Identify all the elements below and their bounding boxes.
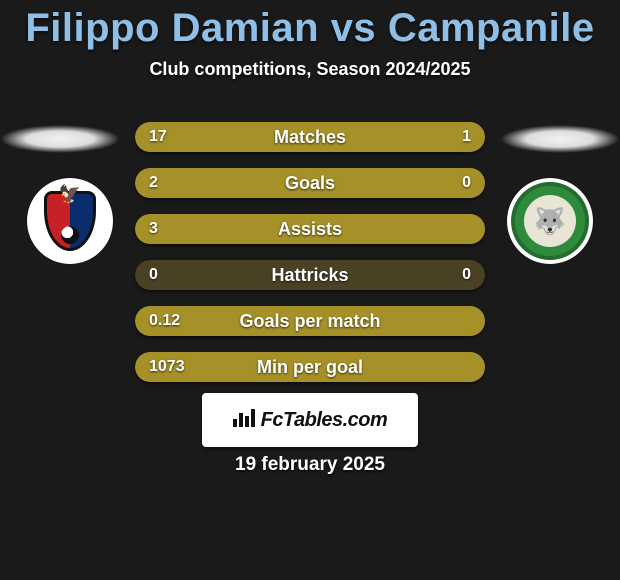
inner-circle: 🐺 [524, 195, 576, 247]
stats-container: 17Matches12Goals03Assists0Hattricks00.12… [135, 122, 485, 398]
stat-label: Assists [195, 219, 425, 240]
branding-badge: FcTables.com [202, 393, 418, 447]
stat-label: Goals per match [195, 311, 425, 332]
stat-row: 1073Min per goal [135, 352, 485, 382]
player-right-name: Campanile [388, 6, 595, 50]
date-text: 19 february 2025 [0, 454, 620, 476]
stat-label: Goals [195, 173, 425, 194]
stat-value-left: 0.12 [135, 312, 195, 330]
ball-icon [61, 226, 79, 244]
stat-value-left: 17 [135, 128, 195, 146]
stat-value-left: 2 [135, 174, 195, 192]
stat-row: 0Hattricks0 [135, 260, 485, 290]
stat-value-left: 0 [135, 266, 195, 284]
team-left-crest: 🦅 [27, 178, 113, 264]
stat-value-right: 1 [425, 128, 485, 146]
stat-value-left: 1073 [135, 358, 195, 376]
eagle-icon: 🦅 [59, 184, 81, 205]
stat-row: 17Matches1 [135, 122, 485, 152]
wolf-icon: 🐺 [534, 206, 566, 237]
stat-value-right: 0 [425, 174, 485, 192]
vs-text: vs [331, 6, 377, 50]
stat-row: 0.12Goals per match [135, 306, 485, 336]
player-left-name: Filippo Damian [25, 6, 319, 50]
stat-row: 2Goals0 [135, 168, 485, 198]
subtitle: Club competitions, Season 2024/2025 [0, 59, 620, 80]
branding-text: FcTables.com [261, 409, 388, 432]
stat-label: Hattricks [195, 265, 425, 286]
shadow-right [500, 125, 620, 153]
shield-icon: 🦅 [44, 191, 96, 251]
ring-icon: 🐺 [511, 182, 589, 260]
stat-value-left: 3 [135, 220, 195, 238]
stat-label: Matches [195, 127, 425, 148]
shadow-left [0, 125, 120, 153]
bar-chart-icon [233, 409, 255, 432]
team-right-crest: 🐺 [507, 178, 593, 264]
stat-label: Min per goal [195, 357, 425, 378]
stat-value-right: 0 [425, 266, 485, 284]
stat-row: 3Assists [135, 214, 485, 244]
comparison-title: Filippo Damian vs Campanile [0, 0, 620, 51]
